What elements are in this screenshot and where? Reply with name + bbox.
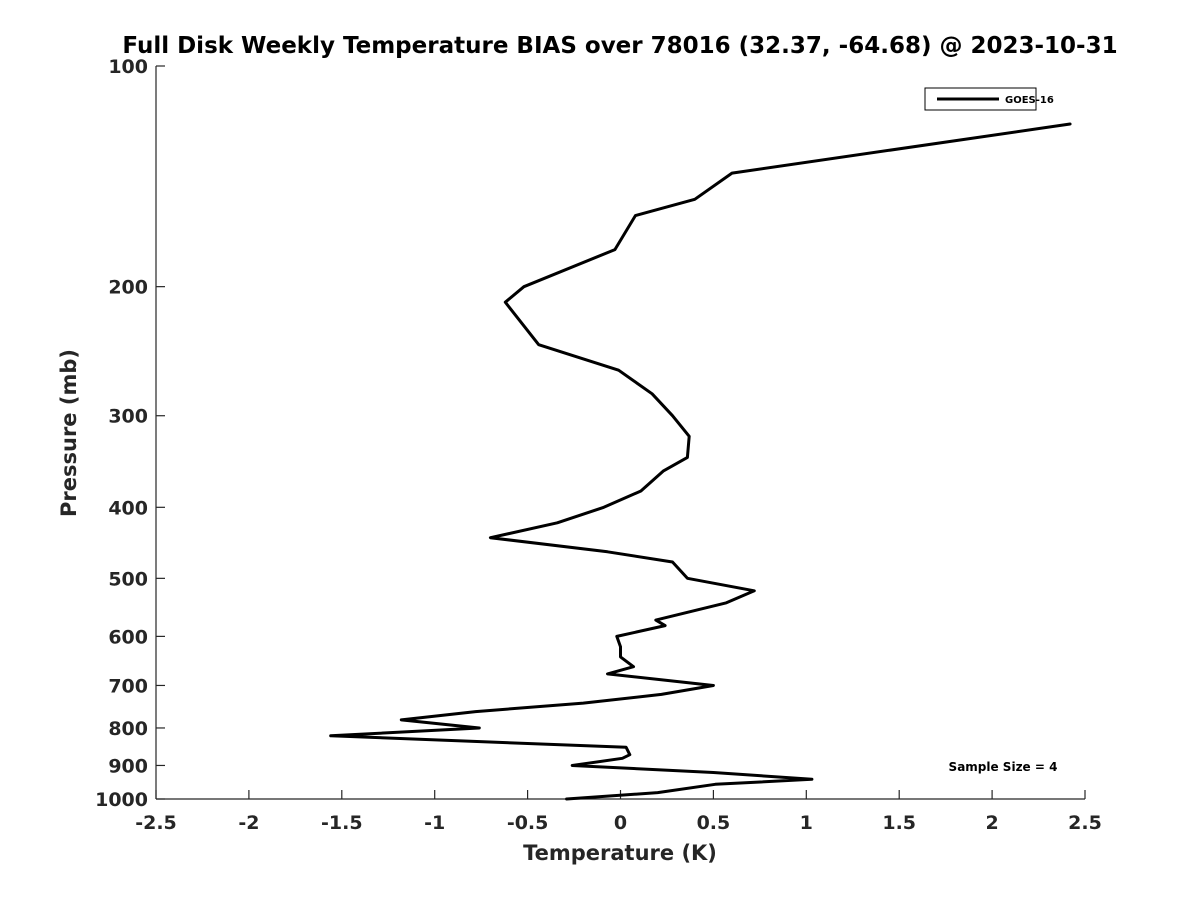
x-tick-label: 2 xyxy=(985,812,998,834)
y-tick-label: 100 xyxy=(108,56,148,78)
x-tick-label: -2 xyxy=(238,812,259,834)
y-tick-label: 600 xyxy=(108,626,148,648)
y-axis-label: Pressure (mb) xyxy=(57,349,81,517)
x-tick-label: 2.5 xyxy=(1068,812,1102,834)
y-tick-label: 400 xyxy=(108,497,148,519)
y-tick-label: 500 xyxy=(108,568,148,590)
sample-size-annotation: Sample Size = 4 xyxy=(949,760,1058,774)
y-tick-label: 700 xyxy=(108,675,148,697)
plot-area: -2.5 -2 -1.5 -1 -0.5 0 0.5 1 1.5 2 2.5 100 200 300 400… xyxy=(95,56,1102,834)
legend-entry-goes-16: GOES-16 xyxy=(1005,95,1054,106)
x-tick-label: -1 xyxy=(424,812,445,834)
series-layer xyxy=(329,122,1072,801)
axes: -2.5 -2 -1.5 -1 -0.5 0 0.5 1 1.5 2 2.5 100 200 300 400… xyxy=(95,56,1102,834)
plot-frame xyxy=(156,66,1085,799)
chart-title: Full Disk Weekly Temperature BIAS over 7… xyxy=(122,33,1117,59)
x-tick-label: -0.5 xyxy=(507,812,549,834)
legend[interactable]: GOES-16 xyxy=(924,87,1054,111)
x-tick-label: -1.5 xyxy=(321,812,363,834)
x-tick-label: 0 xyxy=(614,812,627,834)
x-tick-label: 1.5 xyxy=(882,812,916,834)
y-tick-label: 1000 xyxy=(95,789,148,811)
x-tick-label: 1 xyxy=(800,812,813,834)
y-tick-label: 800 xyxy=(108,718,148,740)
x-axis-label: Temperature (K) xyxy=(523,841,717,865)
y-tick-label: 900 xyxy=(108,755,148,777)
x-tick-label: -2.5 xyxy=(135,812,177,834)
x-tick-label: 0.5 xyxy=(697,812,731,834)
y-tick-label: 200 xyxy=(108,277,148,299)
series-line-goes-16 xyxy=(329,122,1072,801)
y-tick-label: 300 xyxy=(108,406,148,428)
